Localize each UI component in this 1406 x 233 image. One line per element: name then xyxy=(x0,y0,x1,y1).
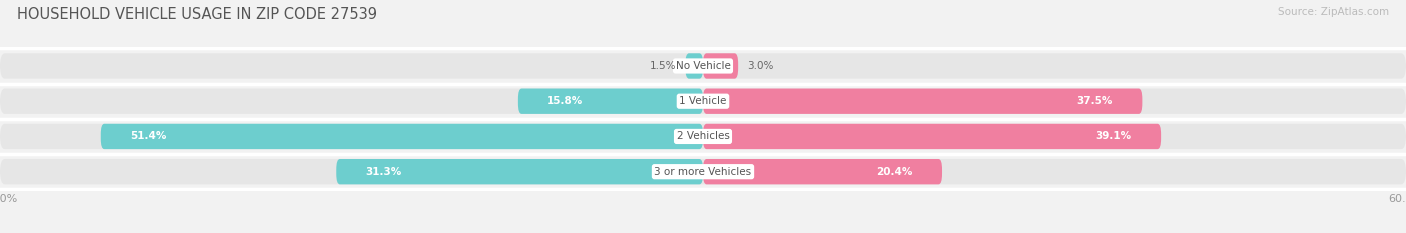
Text: No Vehicle: No Vehicle xyxy=(675,61,731,71)
FancyBboxPatch shape xyxy=(686,53,703,79)
FancyBboxPatch shape xyxy=(336,159,703,184)
Text: 39.1%: 39.1% xyxy=(1095,131,1132,141)
Text: 37.5%: 37.5% xyxy=(1077,96,1114,106)
FancyBboxPatch shape xyxy=(0,53,1406,79)
Text: HOUSEHOLD VEHICLE USAGE IN ZIP CODE 27539: HOUSEHOLD VEHICLE USAGE IN ZIP CODE 2753… xyxy=(17,7,377,22)
FancyBboxPatch shape xyxy=(101,124,703,149)
FancyBboxPatch shape xyxy=(703,89,1142,114)
FancyBboxPatch shape xyxy=(0,89,1406,114)
Text: 15.8%: 15.8% xyxy=(547,96,583,106)
Text: 20.4%: 20.4% xyxy=(876,167,912,177)
FancyBboxPatch shape xyxy=(703,159,942,184)
FancyBboxPatch shape xyxy=(0,124,1406,149)
Text: 31.3%: 31.3% xyxy=(366,167,402,177)
Text: 3.0%: 3.0% xyxy=(748,61,773,71)
FancyBboxPatch shape xyxy=(0,159,1406,184)
Text: 3 or more Vehicles: 3 or more Vehicles xyxy=(654,167,752,177)
Text: Source: ZipAtlas.com: Source: ZipAtlas.com xyxy=(1278,7,1389,17)
Text: 1 Vehicle: 1 Vehicle xyxy=(679,96,727,106)
Text: 51.4%: 51.4% xyxy=(131,131,166,141)
Text: 1.5%: 1.5% xyxy=(650,61,676,71)
FancyBboxPatch shape xyxy=(517,89,703,114)
FancyBboxPatch shape xyxy=(703,124,1161,149)
Text: 2 Vehicles: 2 Vehicles xyxy=(676,131,730,141)
FancyBboxPatch shape xyxy=(703,53,738,79)
